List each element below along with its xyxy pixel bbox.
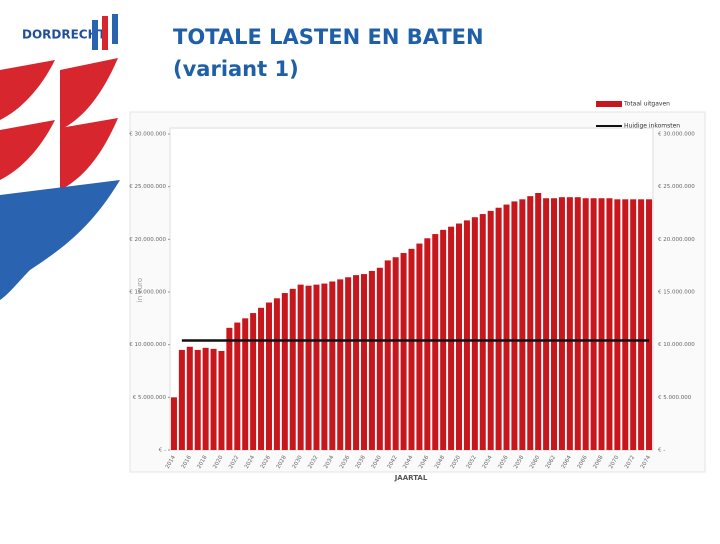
bar [614, 199, 621, 450]
y-axis-label: in euro [136, 278, 144, 302]
bar [558, 197, 565, 450]
bar [463, 220, 470, 450]
y2-tick-label: € 10.000.000 [658, 342, 695, 348]
bar [376, 267, 383, 450]
y-tick-label: € 25.000.000 [129, 184, 166, 190]
bar [273, 298, 280, 450]
bar [598, 198, 605, 450]
logo: DORDRECHT [22, 28, 107, 42]
bar [242, 318, 249, 450]
bar [234, 322, 241, 450]
bar [551, 198, 558, 450]
bar [186, 346, 193, 450]
bar [582, 198, 589, 450]
bar [313, 284, 320, 450]
legend-label: Totaal uitgaven [623, 101, 670, 108]
bar [527, 196, 534, 450]
bar [543, 198, 550, 450]
bar [574, 197, 581, 450]
legend-swatch [596, 101, 622, 107]
bar [392, 257, 399, 450]
decor [0, 180, 120, 300]
bar [337, 279, 344, 450]
bar [321, 283, 328, 450]
y2-tick-label: € 30.000.000 [658, 132, 695, 138]
logo-mark [112, 14, 118, 44]
title: (variant 1) [173, 57, 299, 81]
bar [250, 313, 257, 450]
decor [0, 60, 55, 120]
bar [448, 226, 455, 450]
bar [471, 217, 478, 450]
bar [487, 210, 494, 450]
bar [455, 223, 463, 450]
bar [638, 199, 645, 450]
y2-tick-label: € 20.000.000 [658, 237, 695, 243]
bar [265, 302, 272, 450]
y2-tick-label: € 15.000.000 [658, 290, 695, 296]
bar [305, 285, 312, 450]
title: TOTALE LASTEN EN BATEN [173, 25, 484, 49]
bar [170, 397, 177, 450]
bar [630, 199, 637, 450]
bar [408, 248, 415, 450]
bar [226, 327, 233, 450]
bar [281, 293, 288, 450]
bar [606, 198, 613, 450]
y-tick-label: € 5.000.000 [133, 395, 167, 401]
bar [258, 307, 265, 450]
bar [353, 275, 360, 450]
bar [368, 270, 375, 450]
bar [519, 199, 526, 450]
bar [329, 281, 336, 450]
bar [590, 198, 597, 450]
decor [60, 118, 118, 190]
decor [60, 58, 118, 130]
y2-tick-label: € 25.000.000 [658, 184, 695, 190]
bar [202, 347, 209, 450]
bar [503, 204, 510, 450]
bar [479, 214, 486, 450]
bar [511, 201, 518, 450]
y-tick-label: € 10.000.000 [129, 342, 166, 348]
bar [194, 349, 201, 450]
bar [345, 277, 352, 450]
bar [424, 238, 431, 450]
y2-tick-label: € 5.000.000 [658, 395, 692, 401]
y-tick-label: € - [159, 448, 166, 454]
bar [495, 207, 502, 450]
bar [646, 199, 653, 450]
bar [218, 350, 225, 450]
x-axis-label: JAARTAL [394, 474, 428, 482]
legend-label: Huidige inkomsten [624, 123, 680, 130]
y2-tick-label: € - [658, 448, 665, 454]
y-tick-label: € 15.000.000 [129, 290, 166, 296]
logo-mark [102, 16, 108, 50]
logo-mark [92, 20, 98, 50]
bar [289, 288, 296, 450]
bar [622, 199, 629, 450]
y-tick-label: € 20.000.000 [129, 237, 166, 243]
bar [535, 192, 542, 450]
bar [384, 260, 391, 450]
y-tick-label: € 30.000.000 [129, 132, 166, 138]
bar [566, 197, 573, 450]
bar [360, 274, 368, 450]
decor [0, 120, 55, 180]
bar [416, 243, 423, 450]
bar [297, 284, 304, 450]
bar [178, 349, 185, 450]
bar [432, 234, 439, 450]
bar [210, 348, 217, 450]
bar [400, 253, 407, 450]
